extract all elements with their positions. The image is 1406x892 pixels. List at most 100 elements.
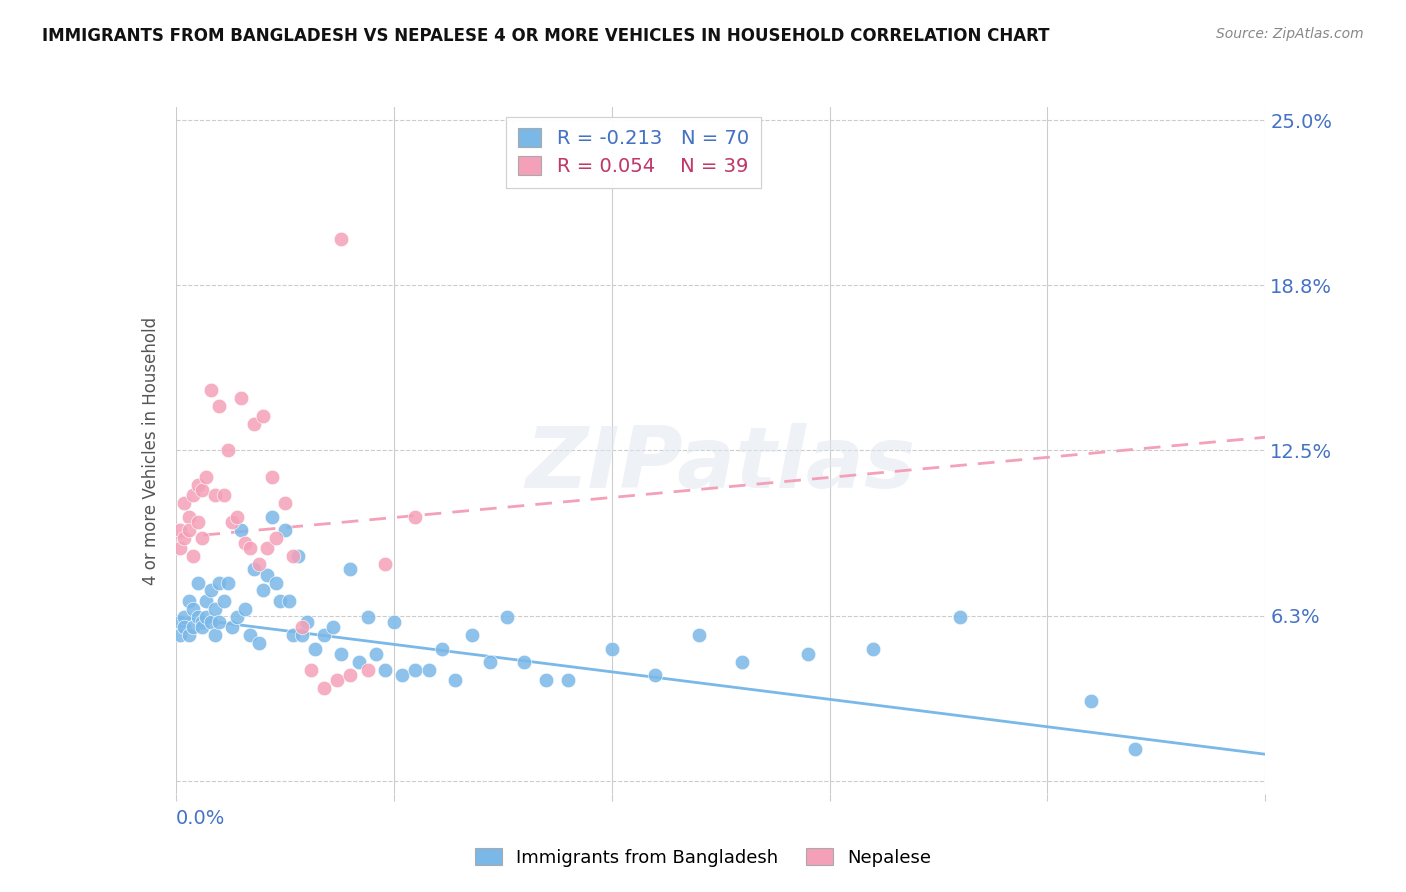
Point (391, 668, 413, 682)
Point (478, 655, 501, 669)
Point (291, 620, 314, 634)
Point (247, 636, 270, 650)
Point (443, 673, 465, 688)
Point (191, 531, 214, 545)
Point (191, 483, 214, 497)
Point (322, 620, 344, 634)
Point (231, 391, 253, 405)
Text: IMMIGRANTS FROM BANGLADESH VS NEPALESE 4 OR MORE VEHICLES IN HOUSEHOLD CORRELATI: IMMIGRANTS FROM BANGLADESH VS NEPALESE 4… (42, 27, 1050, 45)
Point (191, 615, 214, 630)
Point (356, 610, 378, 624)
Point (382, 615, 405, 630)
Point (796, 647, 818, 661)
Point (208, 399, 231, 413)
Point (600, 641, 623, 656)
Point (274, 496, 297, 510)
Point (195, 594, 218, 608)
Point (534, 673, 557, 688)
Point (247, 557, 270, 571)
Point (374, 557, 396, 571)
Point (212, 594, 235, 608)
Point (181, 602, 204, 616)
Point (243, 562, 266, 576)
Point (239, 541, 262, 556)
Point (731, 655, 754, 669)
Legend: Immigrants from Bangladesh, Nepalese: Immigrants from Bangladesh, Nepalese (468, 841, 938, 874)
Point (1123, 742, 1146, 756)
Point (204, 602, 226, 616)
Point (405, 509, 427, 524)
Point (195, 470, 218, 484)
Point (374, 663, 396, 677)
Point (169, 541, 191, 556)
Point (264, 575, 287, 590)
Point (217, 443, 239, 458)
Point (430, 641, 453, 656)
Point (688, 628, 710, 642)
Point (169, 615, 191, 630)
Point (221, 620, 243, 634)
Point (181, 549, 204, 563)
Point (1080, 694, 1102, 708)
Point (269, 594, 291, 608)
Text: Source: ZipAtlas.com: Source: ZipAtlas.com (1216, 27, 1364, 41)
Point (513, 655, 536, 669)
Legend: R = -0.213   N = 70, R = 0.054    N = 39: R = -0.213 N = 70, R = 0.054 N = 39 (506, 117, 761, 187)
Point (181, 488, 204, 502)
Point (326, 673, 349, 688)
Point (173, 531, 195, 545)
Point (177, 594, 200, 608)
Point (366, 647, 388, 661)
Point (356, 663, 378, 677)
Point (304, 641, 326, 656)
Point (405, 663, 427, 677)
Point (181, 620, 204, 634)
Text: 0.0%: 0.0% (176, 809, 225, 828)
Point (208, 615, 231, 630)
Point (239, 628, 262, 642)
Point (204, 628, 226, 642)
Point (252, 409, 274, 424)
Point (283, 628, 305, 642)
Text: ZIPatlas: ZIPatlas (526, 423, 915, 506)
Point (287, 549, 309, 563)
Point (186, 515, 209, 529)
Point (644, 668, 666, 682)
Point (212, 488, 235, 502)
Point (496, 610, 519, 624)
Point (173, 610, 195, 624)
Point (221, 515, 243, 529)
Point (186, 478, 209, 492)
Point (312, 681, 335, 696)
Point (291, 628, 314, 642)
Point (173, 620, 195, 634)
Point (235, 602, 257, 616)
Point (256, 567, 278, 582)
Point (173, 496, 195, 510)
Point (252, 583, 274, 598)
Point (177, 628, 200, 642)
Point (186, 610, 209, 624)
Point (260, 470, 283, 484)
Point (264, 531, 287, 545)
Point (299, 663, 322, 677)
Point (295, 615, 318, 630)
Point (217, 575, 239, 590)
Point (177, 523, 200, 537)
Point (195, 610, 218, 624)
Point (204, 488, 226, 502)
Point (169, 523, 191, 537)
Point (200, 615, 222, 630)
Point (225, 509, 247, 524)
Point (418, 663, 440, 677)
Point (330, 647, 353, 661)
Point (208, 575, 231, 590)
Point (243, 417, 266, 431)
Point (231, 523, 253, 537)
Point (347, 655, 370, 669)
Point (312, 628, 335, 642)
Point (169, 628, 191, 642)
Point (557, 673, 579, 688)
Point (330, 232, 353, 246)
Y-axis label: 4 or more Vehicles in Household: 4 or more Vehicles in Household (142, 317, 160, 584)
